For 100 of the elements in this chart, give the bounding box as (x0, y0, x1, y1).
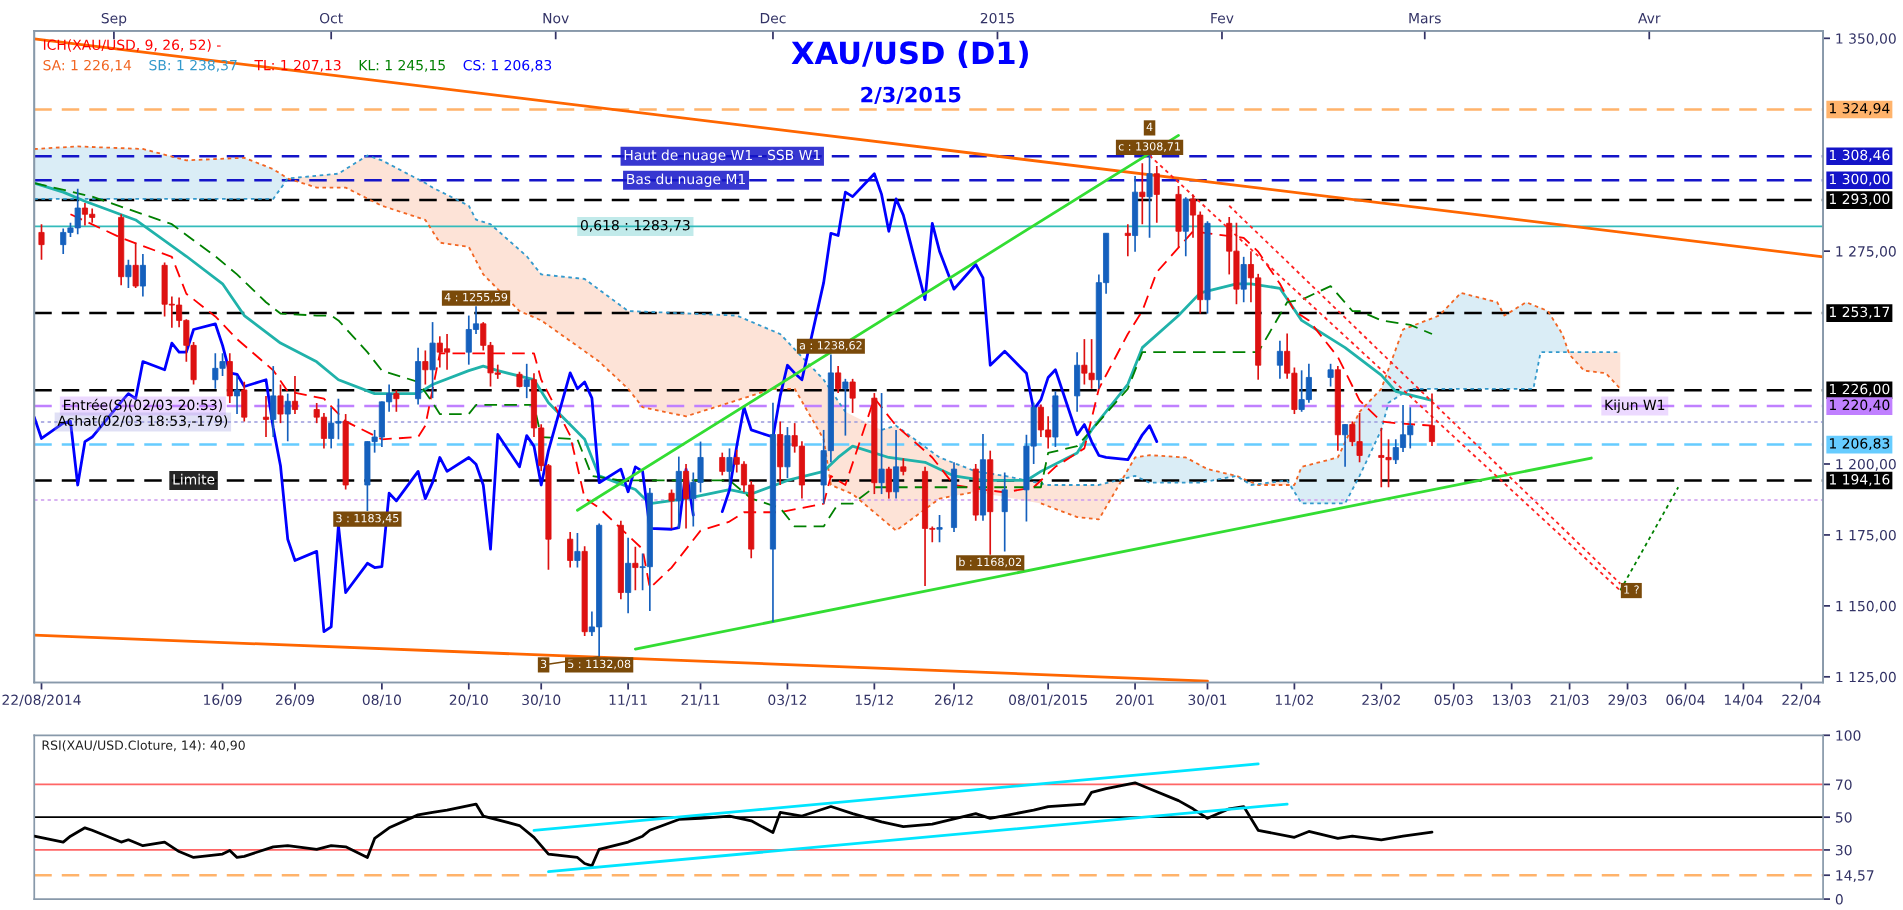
ref-line-label: 1 308,46 (1829, 149, 1890, 162)
text: SB: 1 238,37 (149, 59, 237, 72)
x-tick-label: 22/04 (1782, 694, 1821, 707)
x-tick-label: 22/08/2014 (2, 694, 81, 707)
text: SA: 1 226,14 (43, 59, 132, 72)
candlestick (1153, 165, 1160, 224)
candlestick (262, 395, 270, 438)
x2-tick-label: 2015 (980, 12, 1014, 24)
text: CS: 1 206,83 (463, 59, 552, 72)
x-tick-label: 21/11 (681, 694, 720, 707)
candlestick (38, 223, 45, 261)
x-tick-label: 05/03 (1434, 694, 1473, 707)
text: 2/3/2015 (861, 86, 961, 105)
candlestick (1139, 162, 1146, 226)
y-tick-label: 30 (1835, 844, 1852, 856)
annotation: Bas du nuage M1 (627, 173, 745, 187)
x-tick-label: 11/11 (609, 694, 647, 707)
annotation: Limite (173, 473, 215, 485)
x2-tick-label: Avr (1638, 13, 1661, 24)
candlestick (291, 375, 298, 415)
x-tick-label: 30/01 (1188, 694, 1227, 707)
candlestick (234, 375, 241, 415)
x-tick-label: 20/01 (1116, 694, 1154, 707)
candlestick (284, 392, 291, 443)
ref-line-label: 1 324,94 (1829, 102, 1890, 115)
candlestick (523, 362, 530, 399)
x-tick-label: 13/03 (1493, 694, 1531, 707)
x-tick-label: 03/12 (768, 694, 807, 707)
x-tick-label: 08/10 (362, 694, 401, 707)
candlestick (1428, 392, 1436, 447)
y-tick-label: 50 (1835, 812, 1852, 823)
x-tick-label: 11/02 (1275, 694, 1314, 707)
annotation: RSI(XAU/USD.Cloture, 14): 40,90 (42, 740, 245, 752)
ref-line-label: 1 293,00 (1829, 193, 1890, 206)
candlestick (842, 378, 849, 437)
annotation: c : 1308,71 (1118, 142, 1180, 152)
x-tick-label: 30/10 (522, 694, 561, 707)
candlestick (632, 546, 639, 592)
candlestick (835, 365, 842, 394)
x2-tick-label: Mars (1409, 13, 1441, 24)
x2-tick-label: Dec (760, 13, 786, 24)
candlestick (567, 531, 574, 569)
ref-line-label: 1 194,16 (1829, 474, 1890, 487)
y-tick-label: 0 (1835, 894, 1843, 905)
x-tick-label: 14/04 (1724, 694, 1763, 707)
ref-line-label: 1 253,17 (1829, 306, 1890, 319)
annotation: 4 : 1255,59 (444, 292, 508, 303)
x-tick-label: 08/01/2015 (1009, 694, 1087, 707)
x2-tick-label: Sep (101, 12, 127, 27)
candlestick (878, 392, 885, 495)
annotation: b : 1168,02 (959, 557, 1022, 568)
x-tick-label: 15/12 (855, 694, 893, 707)
candlestick (132, 241, 139, 289)
y-tick-label: 100 (1836, 730, 1861, 741)
x-tick-label: 06/04 (1666, 694, 1705, 707)
candlestick (574, 532, 581, 569)
x-tick-label: 16/09 (204, 694, 242, 707)
x-tick-label: 26/12 (935, 694, 973, 707)
annotation: Haut de nuage W1 - SSB W1 (624, 149, 820, 163)
y-tick-label: 1 150,00 (1836, 600, 1896, 613)
x-tick-label: 20/10 (449, 694, 488, 707)
ref-line-label: 1 206,83 (1829, 438, 1890, 451)
ref-line-label: 1 226,00 (1829, 383, 1890, 396)
candlestick (1342, 423, 1349, 468)
ref-line-label: 1 300,00 (1829, 173, 1890, 186)
y-tick-label: 1 200,00 (1836, 458, 1896, 471)
candlestick (139, 253, 146, 298)
y-tick-label: 14,57 (1836, 870, 1874, 883)
y-tick-label: 1 175,00 (1836, 529, 1896, 542)
annotation: 1 ? (1624, 585, 1639, 594)
candlestick (726, 447, 733, 486)
candlestick (125, 258, 132, 289)
annotation: 3 (540, 659, 547, 669)
candlestick (270, 365, 277, 438)
candlestick (1276, 339, 1283, 380)
candlestick (422, 349, 429, 386)
x2-tick-label: Nov (543, 13, 569, 24)
annotation: 4 (1146, 122, 1153, 131)
y-tick-label: 1 275,00 (1836, 246, 1896, 259)
chart-title: XAU/USD (D1) (791, 40, 1028, 68)
candlestick (393, 389, 400, 413)
y-tick-label: 1 125,00 (1836, 671, 1896, 684)
y-tick-label: 1 350,00 (1836, 33, 1896, 46)
text: KL: 1 245,15 (359, 59, 445, 72)
x-tick-label: 29/03 (1608, 694, 1647, 707)
candlestick (936, 514, 943, 544)
candlestick (719, 451, 726, 477)
y-tick-label: 70 (1836, 779, 1852, 790)
candlestick (277, 383, 284, 424)
x2-tick-label: Fev (1211, 13, 1234, 24)
candlestick (1146, 154, 1153, 239)
x-tick-label: 23/02 (1362, 694, 1400, 707)
candlestick (1327, 362, 1334, 388)
candlestick (885, 465, 892, 500)
x2-tick-label: Oct (319, 12, 343, 24)
annotation: a : 1238,62 (799, 341, 862, 351)
candlestick (849, 378, 856, 414)
x-tick-label: 21/03 (1550, 694, 1589, 707)
candlestick (1124, 223, 1131, 258)
ref-line-label: 1 220,40 (1829, 399, 1890, 412)
